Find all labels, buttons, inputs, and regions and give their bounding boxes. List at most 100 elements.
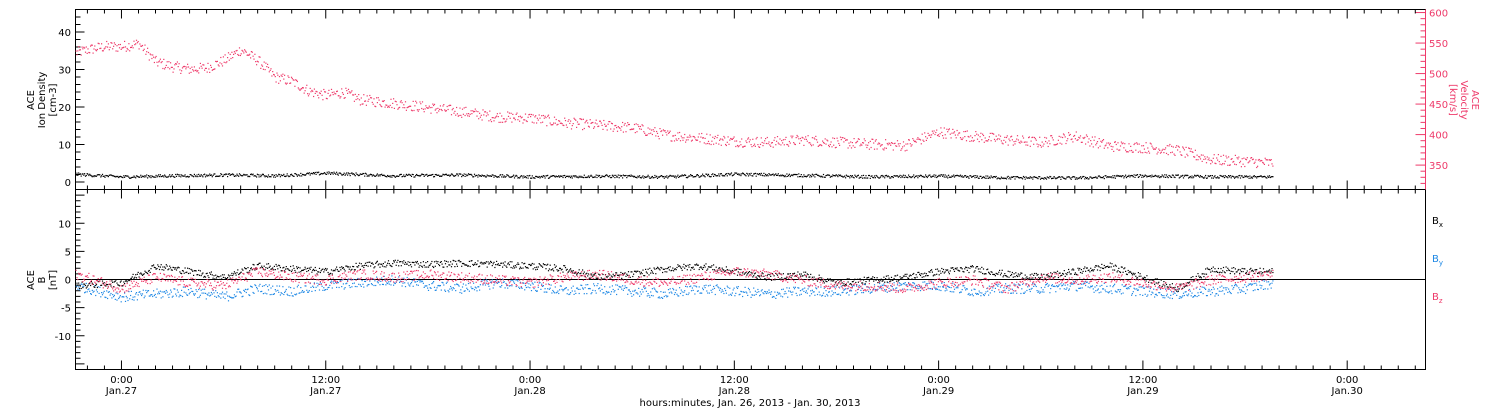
by-series-point: [492, 279, 493, 280]
by-series-point: [633, 294, 634, 295]
velocity-series-point: [469, 116, 470, 117]
by-series-point: [165, 293, 166, 294]
density-series-point: [661, 175, 662, 176]
velocity-series-point: [705, 143, 706, 144]
bottom-tick-label: 10: [58, 219, 71, 230]
by-series-point: [1120, 289, 1121, 290]
density-series-point: [849, 177, 850, 178]
velocity-series-point: [824, 143, 825, 144]
velocity-series-point: [1151, 143, 1152, 144]
velocity-series-point: [748, 137, 749, 138]
velocity-series-point: [887, 143, 888, 144]
density-series-point: [979, 178, 980, 179]
by-series-point: [693, 290, 694, 291]
by-series-point: [984, 295, 985, 296]
by-series-point: [1208, 291, 1209, 292]
by-series-point: [831, 295, 832, 296]
velocity-series-point: [1107, 147, 1108, 148]
velocity-series-point: [779, 144, 780, 145]
by-series-point: [624, 288, 625, 289]
density-series-point: [1227, 177, 1228, 178]
by-series-point: [893, 288, 894, 289]
by-series-point: [466, 288, 467, 289]
density-series-point: [1077, 179, 1078, 180]
by-series-point: [795, 287, 796, 288]
by-series-point: [467, 289, 468, 290]
by-series-point: [306, 290, 307, 291]
by-series-point: [545, 288, 546, 289]
velocity-series-point: [570, 121, 571, 122]
bx-series-point: [261, 266, 262, 267]
density-series-point: [505, 176, 506, 177]
velocity-series-point: [662, 135, 663, 136]
by-series-point: [473, 283, 474, 284]
velocity-series-point: [433, 105, 434, 106]
velocity-series-point: [821, 145, 822, 146]
by-series-point: [593, 283, 594, 284]
velocity-series-point: [392, 103, 393, 104]
density-series-point: [233, 174, 234, 175]
velocity-series-point: [198, 72, 199, 73]
velocity-series-point: [713, 144, 714, 145]
density-series-point: [1060, 179, 1061, 180]
velocity-series-point: [517, 119, 518, 120]
velocity-series-point: [1039, 137, 1040, 138]
by-series-point: [298, 285, 299, 286]
by-series-point: [274, 293, 275, 294]
date-tick-label: Jan.29: [922, 386, 954, 397]
velocity-series-point: [892, 143, 893, 144]
velocity-series-point: [471, 113, 472, 114]
velocity-series-point: [777, 136, 778, 137]
bx-series-point: [123, 281, 124, 282]
density-series-point: [194, 174, 195, 175]
bx-series-point: [86, 287, 87, 288]
density-series-point: [613, 176, 614, 177]
velocity-series-point: [165, 67, 166, 68]
bx-series-point: [330, 273, 331, 274]
bx-series-point: [291, 271, 292, 272]
velocity-series-point: [225, 54, 226, 55]
by-series-point: [219, 293, 220, 294]
velocity-series-point: [144, 45, 145, 46]
by-series-point: [747, 295, 748, 296]
bx-series-point: [325, 268, 326, 269]
by-series-point: [276, 285, 277, 286]
density-series-point: [565, 177, 566, 178]
velocity-series-point: [853, 145, 854, 146]
by-series-point: [282, 293, 283, 294]
velocity-series-point: [463, 114, 464, 115]
density-series-point: [345, 174, 346, 175]
velocity-series-point: [189, 73, 190, 74]
velocity-series-point: [1095, 144, 1096, 145]
density-series-point: [474, 174, 475, 175]
velocity-series-point: [359, 99, 360, 100]
bx-series-point: [183, 271, 184, 272]
by-series-point: [266, 293, 267, 294]
density-series-point: [1248, 176, 1249, 177]
velocity-series-point: [432, 104, 433, 105]
bx-series-point: [231, 273, 232, 274]
density-series-point: [519, 177, 520, 178]
velocity-series-point: [322, 99, 323, 100]
bx-series-point: [336, 267, 337, 268]
by-series-point: [945, 290, 946, 291]
velocity-series-point: [399, 107, 400, 108]
density-series-point: [381, 174, 382, 175]
velocity-series-point: [1191, 148, 1192, 149]
by-series-point: [511, 280, 512, 281]
velocity-series-point: [1145, 152, 1146, 153]
by-series-point: [570, 292, 571, 293]
velocity-series-point: [940, 127, 941, 128]
density-series-point: [899, 176, 900, 177]
bx-series-point: [188, 273, 189, 274]
by-series-point: [1050, 288, 1051, 289]
velocity-series-point: [793, 142, 794, 143]
by-series-point: [606, 291, 607, 292]
by-series-point: [311, 291, 312, 292]
velocity-series-point: [174, 64, 175, 65]
velocity-series-point: [575, 120, 576, 121]
by-series-point: [950, 291, 951, 292]
velocity-series-point: [1233, 161, 1234, 162]
by-series-point: [953, 291, 954, 292]
velocity-series-point: [755, 146, 756, 147]
